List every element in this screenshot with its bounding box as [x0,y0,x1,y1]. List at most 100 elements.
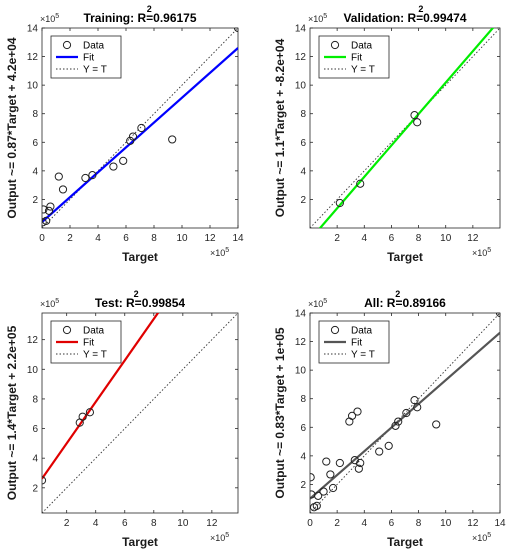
y-exponent-power: 5 [323,298,327,305]
data-point [168,135,177,144]
y-exponent-power: 5 [55,298,59,305]
r-squared-mark: 2 [147,4,152,14]
chart-title: Training: R=0.96175 [83,11,196,25]
x-exponent-power: 5 [225,532,229,539]
x-axis-label: Target [387,535,423,549]
y-tick-label: 12 [295,52,307,63]
x-tick-label: 12 [467,518,479,529]
y-tick-label: 10 [27,365,39,376]
legend-ideal-label: Y = T [83,65,107,76]
x-tick-label: 8 [151,518,157,529]
x-tick-label: 12 [206,518,218,529]
x-axis-label: Target [387,250,423,264]
data-point [233,28,238,33]
x-tick-label: 12 [467,233,479,244]
y-tick-label: 12 [27,52,39,63]
y-tick-label: 4 [32,454,38,465]
x-tick-label: 4 [95,233,101,244]
data-point [85,408,95,417]
fit-line [42,313,160,480]
y-tick-label: 4 [300,166,306,177]
y-tick-label: 10 [27,81,39,92]
y-exponent-label: ×105 [40,298,59,309]
data-point [46,202,55,211]
plot-content [42,313,238,513]
data-point [375,447,384,456]
y-tick-label: 14 [295,309,307,320]
y-tick-label: 4 [300,451,306,462]
y-exponent-label: ×105 [308,298,327,309]
x-tick-label: 12 [204,233,216,244]
data-point [353,407,362,416]
x-tick-label: 10 [440,233,452,244]
data-point [356,179,365,188]
data-point [54,172,63,181]
data-point [44,206,54,215]
y-tick-label: 10 [295,366,307,377]
data-point [495,313,500,318]
y-tick-label: 8 [300,394,306,405]
x-tick-label: 6 [389,233,395,244]
plot-content [310,28,500,228]
legend-data-label: Data [83,326,105,337]
data-point [322,457,331,466]
data-point [432,420,441,429]
legend-fit-label: Fit [83,338,94,349]
y-tick-label: 2 [32,483,38,494]
y-tick-label: 8 [32,394,38,405]
fit-line [318,28,495,228]
x-tick-label: 14 [494,518,506,529]
x-tick-label: 10 [440,518,452,529]
legend-ideal-label: Y = T [351,65,375,76]
ideal-line [42,28,238,228]
data-point [413,118,422,127]
legend-fit-label: Fit [83,53,94,64]
y-tick-label: 2 [300,195,306,206]
data-point [410,111,419,120]
legend-data-label: Data [351,326,373,337]
data-point [410,396,419,405]
x-tick-label: 8 [151,233,157,244]
x-tick-label: 4 [362,233,368,244]
r-squared-mark: 2 [395,289,400,299]
data-point [42,218,47,227]
data-point [312,501,321,510]
data-point [356,458,365,468]
y-tick-label: 6 [300,423,306,434]
y-tick-label: 12 [27,335,39,346]
plot-content [42,28,238,228]
data-point [42,216,51,225]
x-tick-label: 10 [176,233,188,244]
r-squared-mark: 2 [418,4,423,14]
data-point [394,417,403,426]
data-point [335,198,344,208]
x-exponent-label: ×105 [472,247,491,258]
r-squared-mark: 2 [134,289,139,299]
y-tick-label: 8 [32,109,38,120]
x-tick-label: 10 [177,518,189,529]
x-exponent-label: ×105 [210,532,229,543]
data-point [42,476,47,485]
data-point [137,123,146,133]
x-tick-label: 0 [307,518,313,529]
legend-data-marker [62,40,72,50]
chart-title: Validation: R=0.99474 [343,11,466,25]
data-point [310,473,315,482]
y-tick-label: 4 [32,166,38,177]
data-point [128,132,138,141]
y-exponent-power: 5 [323,13,327,20]
plot-content [310,313,500,513]
ideal-line [310,313,500,513]
data-point [335,458,344,468]
x-axis-label: Target [122,250,158,264]
y-exponent-label: ×105 [40,13,59,24]
y-tick-label: 6 [300,138,306,149]
x-tick-label: 0 [39,233,45,244]
x-exponent-power: 5 [487,247,491,254]
